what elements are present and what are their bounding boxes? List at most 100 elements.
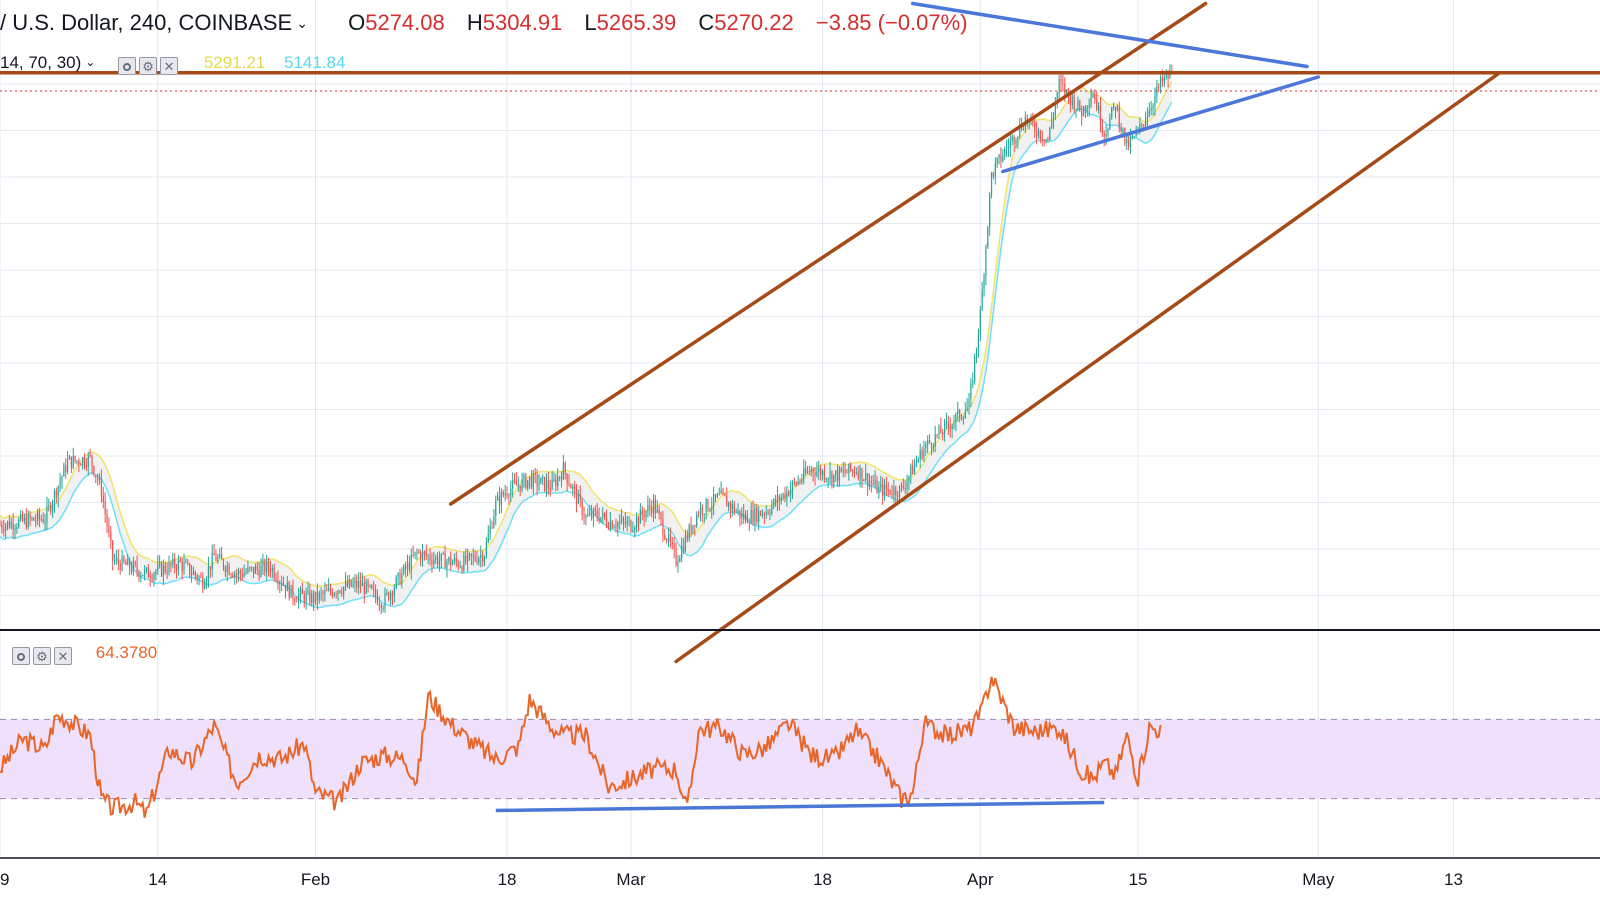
candle-body <box>87 455 89 467</box>
candle-body <box>196 575 198 580</box>
candle-body <box>70 456 72 468</box>
candle-body <box>525 474 527 488</box>
candle-body <box>138 571 140 578</box>
candle-body <box>1000 154 1002 161</box>
candle-body <box>10 522 12 528</box>
close-icon[interactable] <box>54 647 72 665</box>
candle-body <box>53 491 56 504</box>
drawings[interactable] <box>0 1 1600 664</box>
candle-body <box>421 551 424 560</box>
candle-body <box>957 409 959 414</box>
candle-body <box>833 474 835 483</box>
symbol-header: / U.S. Dollar, 240, COINBASE ⌄ O5274.08 H… <box>0 10 984 36</box>
candle-body <box>694 524 696 527</box>
candle-body <box>587 514 589 517</box>
channel-upper[interactable] <box>448 1 1208 506</box>
candle-body <box>204 584 206 589</box>
symbol-title[interactable]: / U.S. Dollar, 240, COINBASE <box>0 10 293 35</box>
candle-body <box>1062 82 1064 85</box>
price-bands <box>0 80 1173 609</box>
candle-body <box>288 582 290 598</box>
candle-body <box>637 517 640 524</box>
candle-body <box>793 482 795 484</box>
candle-body <box>252 566 255 574</box>
indicator-legend-rsi: 64.3780 <box>12 642 157 665</box>
candle-body <box>232 575 234 578</box>
candle-body <box>983 276 985 290</box>
candle-body <box>61 476 63 482</box>
candle-body <box>1148 110 1150 118</box>
candle-body <box>553 479 555 481</box>
candle-body <box>476 559 478 563</box>
visibility-icon[interactable] <box>12 647 30 665</box>
candle-body <box>1051 121 1053 128</box>
candle-body <box>104 501 106 514</box>
candle-body <box>545 480 548 491</box>
triangle-upper[interactable] <box>910 1 1309 69</box>
channel-lower[interactable] <box>674 71 1501 664</box>
candle-body <box>855 471 857 474</box>
candle-body <box>765 512 767 516</box>
candle-body <box>510 488 512 497</box>
candle-body <box>433 559 435 564</box>
settings-icon[interactable] <box>139 57 158 75</box>
candle-body <box>664 534 666 540</box>
candle-body <box>181 561 183 571</box>
candle-body <box>994 163 996 177</box>
candle-body <box>515 481 518 486</box>
candle-body <box>142 575 144 577</box>
candle-body <box>917 459 919 463</box>
candle-body <box>483 556 486 562</box>
candle-body <box>491 526 493 528</box>
candle-body <box>194 571 196 576</box>
candle-body <box>945 421 948 423</box>
candle-body <box>442 553 444 555</box>
candle-body <box>784 493 786 499</box>
visibility-icon[interactable] <box>118 57 137 75</box>
candle-body <box>891 493 893 495</box>
candle-body <box>647 505 649 512</box>
candle-body <box>149 577 151 579</box>
candle-body <box>282 584 285 586</box>
candle-body <box>947 421 949 426</box>
chevron-down-icon[interactable]: ⌄ <box>85 55 96 69</box>
candle-body <box>682 546 685 552</box>
candle-body <box>893 487 895 495</box>
candle-body <box>33 517 35 521</box>
rsi-support-line[interactable] <box>495 800 1105 813</box>
candle-body <box>844 470 846 473</box>
candle-body <box>697 514 700 516</box>
close-icon[interactable] <box>160 57 179 75</box>
candle-body <box>416 551 418 553</box>
candle-body <box>607 525 610 529</box>
candle-body <box>391 592 394 597</box>
candle-body <box>249 567 251 569</box>
candle-body <box>838 467 841 481</box>
candle-body <box>438 560 441 565</box>
candle-body <box>624 521 626 525</box>
candle-body <box>987 226 989 247</box>
candle-body <box>159 563 161 565</box>
time-axis-label: Mar <box>616 870 646 889</box>
candle-body <box>294 599 296 602</box>
candle-body <box>752 510 754 523</box>
indicator-params[interactable]: 14, 70, 30) <box>0 53 82 72</box>
chevron-down-icon[interactable]: ⌄ <box>296 15 308 31</box>
candle-body <box>376 596 379 604</box>
candle-body <box>320 592 322 594</box>
candle-body <box>100 478 103 496</box>
candle-body <box>739 510 741 519</box>
triangle-lower[interactable] <box>1001 75 1321 174</box>
candle-body <box>324 590 326 595</box>
candle-body <box>934 434 936 447</box>
candle-body <box>1015 140 1017 144</box>
candle-body <box>527 480 529 488</box>
candle-body <box>1092 94 1094 98</box>
settings-icon[interactable] <box>33 647 51 665</box>
candle-body <box>523 474 525 479</box>
candle-body <box>303 593 305 603</box>
candle-body <box>316 591 318 601</box>
candle-body <box>795 482 797 485</box>
candle-body <box>297 594 300 602</box>
